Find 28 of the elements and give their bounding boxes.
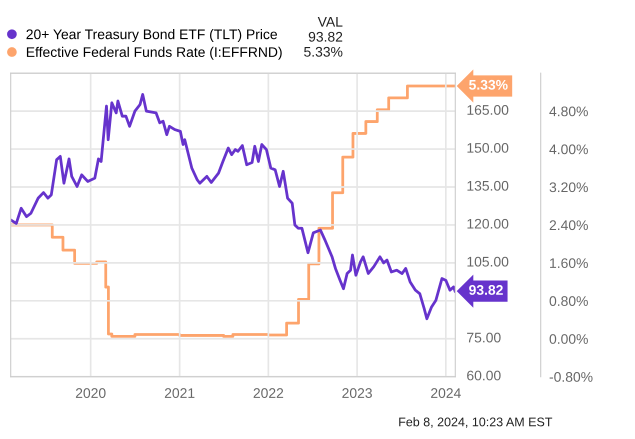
y-tick-label: 135.00 [467, 180, 508, 191]
text: Feb 8, 2024, 10:23 AM EST [399, 417, 552, 428]
y2-tick-label: 1.60% [550, 258, 588, 268]
y2-tick-label: 4.00% [549, 144, 588, 154]
y-tick-label: 60.00 [467, 370, 501, 380]
text: 5.33% [304, 46, 342, 57]
data-label: 5.33% [469, 80, 508, 90]
y-tick-label: 120.00 [467, 218, 508, 229]
y2-tick-label: 0.80% [550, 296, 588, 306]
y2-tick-label: 4.80% [549, 106, 588, 116]
x-tick-label: 2022 [254, 388, 284, 398]
x-tick-label: 2024 [431, 388, 461, 398]
legend-title: VAL [318, 17, 342, 27]
y2-tick-label: 2.40% [550, 220, 588, 230]
text: 93.82 [308, 32, 342, 42]
legend-label: 20+ Year Treasury Bond ETF (TLT) Price [26, 29, 277, 42]
x-tick-label: 2020 [76, 388, 106, 398]
data-label: 93.82 [469, 285, 503, 295]
y-tick-label: 150.00 [467, 142, 508, 153]
y-tick-label: 165.00 [467, 105, 508, 115]
x-tick-label: 2023 [342, 388, 372, 398]
y2-tick-label: 0.00% [550, 334, 588, 344]
y-tick-label: 105.00 [467, 256, 508, 267]
y-tick-label: 75.00 [467, 332, 501, 342]
y2-tick-label: -0.80% [550, 372, 593, 382]
x-tick-label: 2021 [164, 388, 194, 398]
y2-tick-label: 3.20% [550, 182, 588, 192]
legend-label: Effective Federal Funds Rate (I:EFFRND) [26, 46, 282, 60]
